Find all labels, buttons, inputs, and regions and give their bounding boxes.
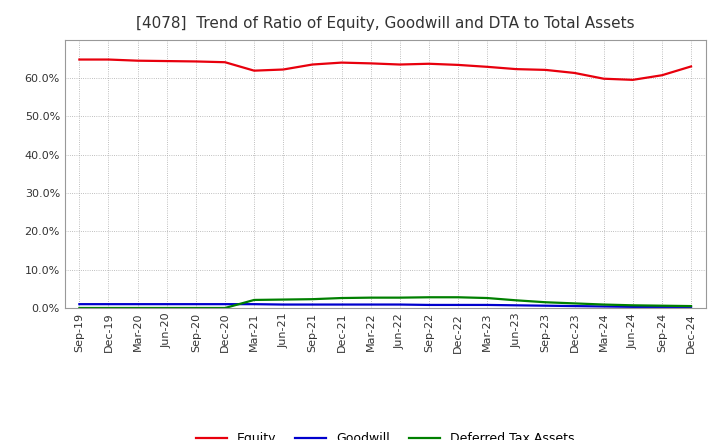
Equity: [220, 59, 229, 65]
Legend: Equity, Goodwill, Deferred Tax Assets: Equity, Goodwill, Deferred Tax Assets: [191, 427, 580, 440]
Deferred Tax Assets: [657, 303, 666, 308]
Deferred Tax Assets: [425, 295, 433, 300]
Equity: [395, 62, 404, 67]
Goodwill: [483, 302, 492, 308]
Equity: [657, 73, 666, 78]
Goodwill: [512, 303, 521, 308]
Equity: [629, 77, 637, 82]
Goodwill: [308, 302, 317, 307]
Title: [4078]  Trend of Ratio of Equity, Goodwill and DTA to Total Assets: [4078] Trend of Ratio of Equity, Goodwil…: [136, 16, 634, 32]
Goodwill: [366, 302, 375, 307]
Deferred Tax Assets: [512, 298, 521, 303]
Goodwill: [629, 304, 637, 309]
Equity: [163, 59, 171, 64]
Deferred Tax Assets: [220, 305, 229, 311]
Deferred Tax Assets: [104, 305, 113, 311]
Deferred Tax Assets: [541, 300, 550, 305]
Equity: [192, 59, 200, 64]
Deferred Tax Assets: [308, 297, 317, 302]
Equity: [337, 60, 346, 65]
Deferred Tax Assets: [366, 295, 375, 300]
Goodwill: [599, 304, 608, 309]
Goodwill: [104, 301, 113, 307]
Goodwill: [337, 302, 346, 307]
Goodwill: [250, 301, 258, 307]
Equity: [687, 64, 696, 69]
Deferred Tax Assets: [279, 297, 287, 302]
Equity: [570, 70, 579, 76]
Goodwill: [425, 302, 433, 308]
Equity: [75, 57, 84, 62]
Deferred Tax Assets: [250, 297, 258, 303]
Equity: [250, 68, 258, 73]
Equity: [483, 64, 492, 70]
Line: Deferred Tax Assets: Deferred Tax Assets: [79, 297, 691, 308]
Deferred Tax Assets: [599, 302, 608, 307]
Deferred Tax Assets: [687, 304, 696, 309]
Equity: [279, 67, 287, 72]
Goodwill: [657, 304, 666, 309]
Goodwill: [279, 302, 287, 307]
Goodwill: [687, 304, 696, 309]
Equity: [308, 62, 317, 67]
Deferred Tax Assets: [454, 295, 462, 300]
Goodwill: [454, 302, 462, 308]
Deferred Tax Assets: [133, 305, 142, 311]
Equity: [133, 58, 142, 63]
Line: Goodwill: Goodwill: [79, 304, 691, 307]
Equity: [454, 62, 462, 68]
Deferred Tax Assets: [75, 305, 84, 311]
Goodwill: [75, 301, 84, 307]
Deferred Tax Assets: [192, 305, 200, 311]
Deferred Tax Assets: [337, 295, 346, 301]
Goodwill: [220, 301, 229, 307]
Deferred Tax Assets: [629, 303, 637, 308]
Deferred Tax Assets: [163, 305, 171, 311]
Equity: [541, 67, 550, 73]
Goodwill: [395, 302, 404, 307]
Goodwill: [192, 301, 200, 307]
Deferred Tax Assets: [483, 295, 492, 301]
Line: Equity: Equity: [79, 59, 691, 80]
Deferred Tax Assets: [570, 301, 579, 306]
Goodwill: [133, 301, 142, 307]
Equity: [425, 61, 433, 66]
Equity: [599, 76, 608, 81]
Deferred Tax Assets: [395, 295, 404, 300]
Goodwill: [163, 301, 171, 307]
Equity: [512, 66, 521, 72]
Goodwill: [570, 304, 579, 309]
Equity: [366, 61, 375, 66]
Equity: [104, 57, 113, 62]
Goodwill: [541, 303, 550, 308]
